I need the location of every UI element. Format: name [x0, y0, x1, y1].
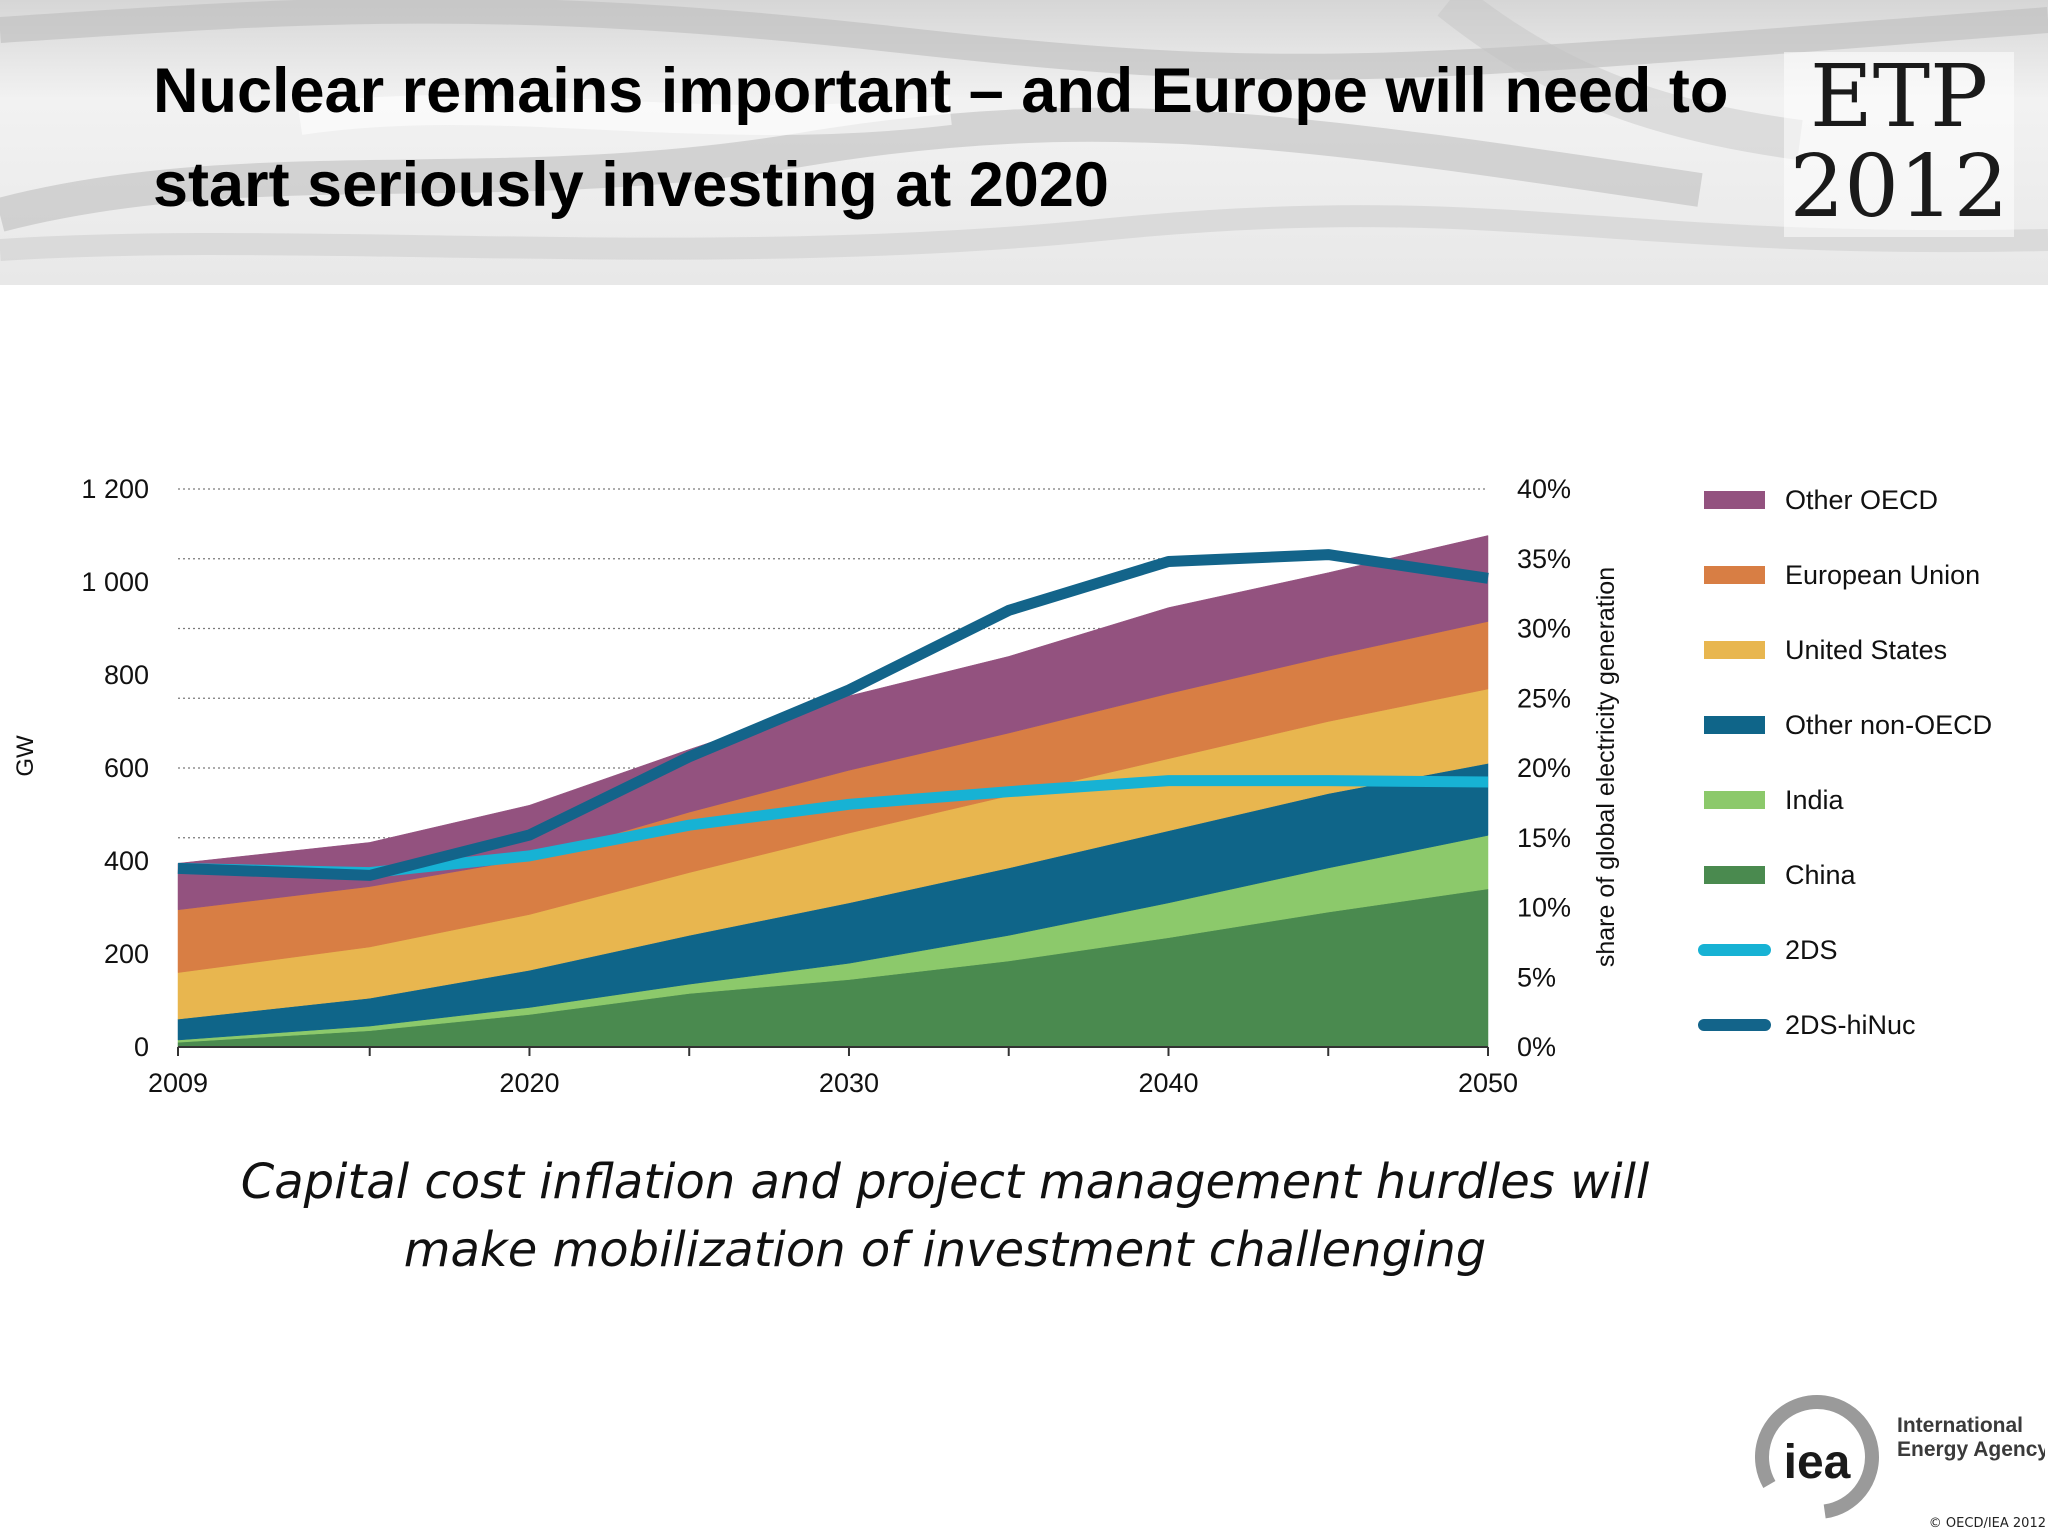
y-axis-title: GW — [12, 735, 39, 777]
line-series-1 — [177, 549, 1489, 881]
legend-swatch — [1704, 566, 1765, 584]
y2-tick-label: 0% — [1517, 1032, 1556, 1062]
legend-swatch — [1704, 641, 1765, 659]
legend-label: 2DS — [1785, 935, 1838, 965]
iea-logo: iea International Energy Agency — [1755, 1395, 2045, 1519]
scenario-lines — [177, 549, 1489, 881]
x-tick-label: 2050 — [1458, 1068, 1518, 1098]
y2-tick-label: 25% — [1517, 683, 1571, 713]
legend-label: China — [1785, 860, 1857, 890]
legend-label: 2DS-hiNuc — [1785, 1010, 1916, 1040]
y-tick-label: 800 — [104, 660, 149, 690]
etp-logo-year: 2012 — [1789, 137, 2009, 237]
header-banner: Nuclear remains important – and Europe w… — [0, 0, 2048, 285]
y2-tick-label: 30% — [1517, 614, 1571, 644]
legend-swatch — [1704, 716, 1765, 734]
legend-label: European Union — [1785, 560, 1980, 590]
copyright-notice: © OECD/IEA 2012 — [1928, 1516, 2046, 1531]
x-tick-label: 2030 — [819, 1068, 879, 1098]
y2-tick-label: 15% — [1517, 823, 1571, 853]
y2-tick-label: 35% — [1517, 544, 1571, 574]
legend-label: Other OECD — [1785, 485, 1938, 515]
legend-swatch — [1704, 491, 1765, 509]
y2-tick-label: 5% — [1517, 962, 1556, 992]
axis-labels: 2009 2020 2030 2040 2050 0 200 400 600 800 1 000 1 … — [12, 474, 1620, 1098]
y-tick-label: 1 000 — [81, 567, 149, 597]
stacked-areas — [177, 535, 1489, 1048]
y2-axis-title: share of global electricity generation — [1592, 567, 1620, 967]
etp-logo: ETP 2012 — [1784, 52, 2014, 237]
legend-swatch — [1704, 866, 1765, 884]
legend-swatch — [1704, 791, 1765, 809]
y2-tick-label: 20% — [1517, 753, 1571, 783]
subtitle-line-1: Capital cost inflation and project manag… — [240, 1154, 1650, 1210]
y-tick-label: 1 200 — [81, 474, 149, 504]
legend-label: Other non-OECD — [1785, 710, 1992, 740]
iea-logo-mark: iea — [1784, 1436, 1851, 1489]
iea-name-line-1: International — [1897, 1414, 2023, 1437]
y2-tick-label: 10% — [1517, 893, 1571, 923]
x-tick-label: 2040 — [1138, 1068, 1198, 1098]
y2-tick-label: 40% — [1517, 474, 1571, 504]
etp-logo-text: ETP — [1809, 47, 1988, 147]
x-tick-label: 2009 — [148, 1068, 208, 1098]
y-tick-label: 600 — [104, 753, 149, 783]
legend: Other OECD European Union United States Oth… — [1698, 485, 1992, 1040]
slide-subtitle: Capital cost inflation and project manag… — [180, 1148, 1710, 1284]
x-tick-label: 2020 — [499, 1068, 559, 1098]
header-background — [0, 0, 2048, 285]
legend-label: United States — [1785, 635, 1947, 665]
legend-label: India — [1785, 785, 1845, 815]
iea-name-line-2: Energy Agency — [1897, 1438, 2045, 1461]
y-tick-label: 200 — [104, 939, 149, 969]
nuclear-capacity-chart: 2009 2020 2030 2040 2050 0 200 400 600 800 1 000 1 … — [12, 474, 1992, 1098]
page-title: Nuclear remains important – and Europe w… — [153, 56, 1729, 220]
y-tick-label: 400 — [104, 846, 149, 876]
subtitle-line-2: make mobilization of investment challeng… — [403, 1222, 1487, 1278]
y-tick-label: 0 — [134, 1032, 149, 1062]
axes — [177, 1046, 1489, 1056]
